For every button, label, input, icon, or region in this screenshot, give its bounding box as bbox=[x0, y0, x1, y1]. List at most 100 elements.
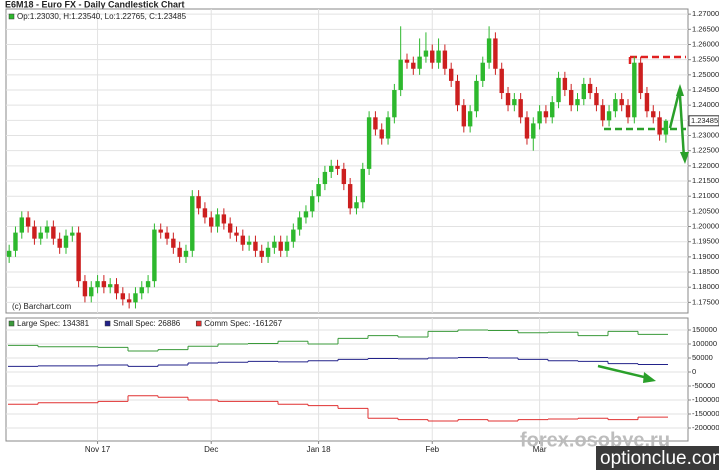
candle-body bbox=[209, 217, 214, 227]
candle-body bbox=[651, 111, 656, 118]
y-tick-label: 1.21500 bbox=[692, 176, 719, 185]
candle-body bbox=[221, 214, 227, 224]
candle-body bbox=[644, 93, 650, 112]
candle-body bbox=[385, 117, 391, 139]
credit: (c) Barchart.com bbox=[12, 302, 71, 311]
candle-body bbox=[568, 90, 574, 106]
candle-body bbox=[44, 226, 50, 233]
y-tick-label: 1.24500 bbox=[692, 85, 719, 94]
legend-label: Large Spec: 134381 bbox=[17, 319, 90, 328]
candle-body bbox=[183, 250, 189, 257]
candle-body bbox=[404, 59, 410, 63]
candle-body bbox=[625, 105, 631, 118]
legend-label: Small Spec: 26886 bbox=[113, 319, 181, 328]
y-tick-label: 1.21000 bbox=[692, 191, 719, 200]
candle-body bbox=[638, 62, 643, 94]
legend-swatch bbox=[104, 320, 111, 327]
candle-body bbox=[392, 90, 397, 118]
candle-body bbox=[575, 99, 580, 106]
arrow-down-head bbox=[680, 152, 689, 164]
candle-body bbox=[190, 196, 195, 251]
y-tick-label: 1.25000 bbox=[692, 70, 719, 79]
candle-body bbox=[448, 68, 454, 81]
candle-body bbox=[6, 250, 12, 257]
candle-body bbox=[556, 77, 561, 103]
candle-body bbox=[38, 232, 43, 239]
candle-body bbox=[480, 62, 485, 81]
legend-label: Comm Spec: -161267 bbox=[204, 319, 282, 328]
candle-body bbox=[411, 62, 416, 69]
ohlc-info: Op:1.23030, H:1.23540, Lo:1.22765, C:1.2… bbox=[17, 12, 187, 21]
arrow-up-head bbox=[676, 84, 684, 96]
y-tick-label: 1.19500 bbox=[692, 237, 719, 246]
candle-body bbox=[600, 105, 605, 121]
candle-body bbox=[152, 229, 157, 282]
y-tick-label: -50000 bbox=[692, 381, 715, 390]
candle-body bbox=[158, 229, 163, 233]
candle-body bbox=[70, 232, 75, 236]
candle-body bbox=[171, 238, 176, 248]
candle-body bbox=[398, 59, 403, 91]
grid bbox=[6, 9, 688, 441]
candle-body bbox=[126, 299, 132, 303]
y-tick-label: 1.17500 bbox=[692, 297, 719, 306]
candle-body bbox=[57, 238, 62, 248]
candle-body bbox=[486, 38, 492, 63]
candle-body bbox=[360, 168, 365, 203]
candle-body bbox=[278, 241, 283, 251]
info-swatch bbox=[8, 13, 15, 20]
candle-body bbox=[240, 235, 246, 245]
candle-body bbox=[133, 293, 138, 303]
cot-panel bbox=[5, 317, 689, 442]
candle-body bbox=[253, 241, 258, 251]
y-tick-label: 1.24000 bbox=[692, 100, 719, 109]
y-tick-label: -150000 bbox=[692, 409, 719, 418]
candle-body bbox=[379, 129, 384, 139]
candle-body bbox=[89, 287, 94, 297]
y-tick-label: 1.18500 bbox=[692, 267, 719, 276]
candle-body bbox=[13, 232, 18, 251]
candle-body bbox=[284, 241, 290, 251]
candle-body bbox=[322, 171, 328, 185]
candle-body bbox=[493, 38, 498, 69]
x-tick-label: Nov 17 bbox=[85, 445, 111, 454]
candle-body bbox=[619, 99, 624, 106]
candle-body bbox=[524, 117, 530, 139]
candle-body bbox=[562, 77, 568, 91]
candle-body bbox=[657, 117, 662, 135]
legend-swatch bbox=[195, 320, 202, 327]
cot-arrow bbox=[597, 364, 649, 380]
candle-body bbox=[95, 281, 100, 288]
candle-body bbox=[246, 241, 252, 245]
candle-body bbox=[663, 120, 669, 135]
y-tick-label: -200000 bbox=[692, 423, 719, 432]
candle-body bbox=[76, 232, 81, 282]
candle-body bbox=[455, 80, 460, 106]
candle-body bbox=[499, 68, 504, 94]
candle-body bbox=[366, 117, 372, 169]
candle-body bbox=[587, 83, 593, 94]
price-tag: 1.23485 bbox=[691, 116, 718, 125]
candle-body bbox=[335, 165, 340, 169]
candle-body bbox=[505, 93, 511, 106]
candle-body bbox=[531, 123, 536, 139]
candle-body bbox=[373, 117, 378, 130]
candle-body bbox=[316, 184, 321, 197]
candle-body bbox=[354, 202, 359, 209]
candle-body bbox=[291, 229, 296, 242]
candle-body bbox=[63, 235, 69, 248]
y-tick-label: 1.23000 bbox=[692, 130, 719, 139]
candle-body bbox=[347, 184, 353, 209]
x-tick-label: Dec bbox=[204, 445, 218, 454]
legend-swatch bbox=[8, 320, 15, 327]
watermark: forex.osobye.ru bbox=[520, 429, 670, 451]
y-tick-label: 1.26500 bbox=[692, 24, 719, 33]
y-tick-label: 1.22000 bbox=[692, 161, 719, 170]
y-tick-label: 0 bbox=[692, 367, 696, 376]
candle-body bbox=[518, 99, 523, 118]
y-tick-label: 1.18000 bbox=[692, 282, 719, 291]
y-tick-label: -100000 bbox=[692, 395, 719, 404]
y-tick-label: 1.22500 bbox=[692, 146, 719, 155]
